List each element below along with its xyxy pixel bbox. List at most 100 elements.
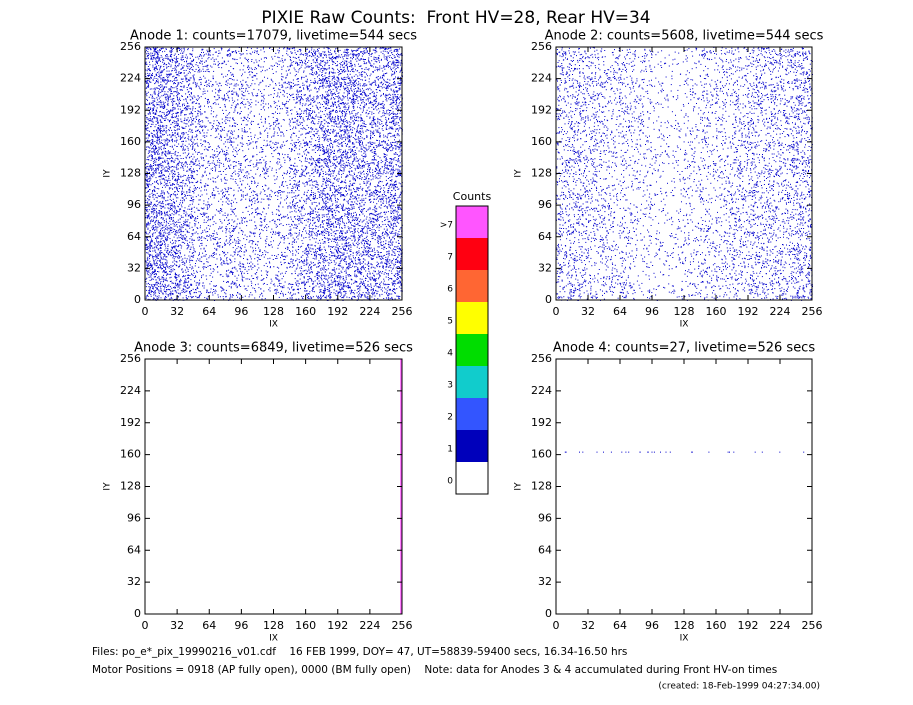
pixel	[195, 284, 197, 286]
pixel	[185, 78, 187, 80]
pixel	[174, 132, 176, 134]
pixel	[219, 88, 221, 90]
pixel	[218, 82, 220, 84]
pixel	[225, 201, 227, 203]
pixel	[157, 99, 158, 101]
pixel	[217, 90, 219, 92]
pixel	[169, 293, 171, 294]
pixel	[250, 261, 252, 263]
pixel	[152, 255, 154, 257]
pixel	[157, 82, 159, 84]
pixel	[159, 247, 161, 249]
pixel	[174, 210, 175, 212]
pixel	[176, 129, 178, 131]
pixel	[200, 156, 202, 158]
pixel	[241, 195, 243, 197]
pixel	[198, 97, 200, 99]
pixel	[146, 248, 148, 250]
pixel	[167, 168, 169, 170]
pixel	[238, 174, 240, 176]
pixel	[161, 111, 163, 113]
pixel	[179, 250, 181, 252]
pixel	[172, 105, 174, 106]
pixel	[170, 223, 172, 225]
pixel	[180, 208, 182, 210]
pixel	[250, 67, 252, 69]
pixel	[174, 287, 176, 289]
pixel	[170, 66, 172, 68]
pixel	[213, 70, 215, 72]
pixel	[190, 213, 192, 215]
pixel	[165, 262, 167, 264]
pixel	[242, 196, 244, 198]
pixel	[184, 207, 186, 209]
pixel	[185, 156, 187, 158]
pixel	[217, 154, 219, 156]
pixel	[255, 100, 257, 102]
pixel	[191, 259, 193, 261]
pixel	[161, 152, 163, 154]
pixel	[174, 140, 176, 142]
pixel	[156, 265, 158, 267]
pixel	[214, 292, 216, 294]
pixel	[236, 223, 238, 225]
pixel	[170, 273, 171, 275]
pixel	[216, 160, 218, 162]
pixel	[197, 110, 199, 112]
pixel	[194, 178, 196, 180]
pixel	[153, 165, 154, 166]
pixel	[176, 90, 178, 92]
pixel	[177, 99, 179, 101]
pixel	[264, 194, 266, 195]
pixel	[216, 130, 218, 132]
pixel	[267, 132, 269, 134]
pixel	[242, 233, 243, 235]
pixel	[177, 112, 179, 113]
pixel	[158, 160, 160, 161]
pixel	[252, 241, 254, 243]
pixel	[204, 255, 206, 257]
pixel	[178, 48, 180, 50]
pixel	[191, 198, 192, 199]
pixel	[164, 249, 166, 251]
pixel	[177, 172, 179, 174]
pixel	[231, 79, 233, 81]
pixel	[174, 184, 175, 186]
pixel	[250, 53, 252, 55]
pixel	[174, 276, 176, 278]
pixel	[210, 235, 212, 236]
pixel	[242, 266, 244, 268]
pixel	[160, 255, 162, 257]
pixel	[227, 220, 229, 221]
pixel	[173, 223, 175, 225]
pixel	[246, 225, 248, 227]
pixel	[196, 207, 198, 209]
pixel	[262, 283, 264, 285]
pixel	[232, 241, 234, 243]
pixel	[241, 137, 243, 138]
pixel	[218, 133, 220, 135]
pixel	[258, 287, 260, 289]
pixel	[189, 182, 190, 184]
pixel	[153, 117, 155, 119]
pixel	[173, 282, 175, 284]
pixel	[163, 130, 164, 132]
pixel	[145, 199, 147, 201]
pixel	[264, 220, 266, 222]
pixel	[256, 159, 258, 161]
pixel	[271, 79, 273, 81]
pixel	[171, 87, 173, 89]
pixel	[156, 72, 158, 74]
pixel	[199, 252, 200, 254]
pixel	[173, 129, 175, 131]
pixel	[184, 224, 186, 226]
pixel	[220, 85, 222, 87]
pixel	[163, 279, 165, 281]
pixel	[163, 87, 165, 89]
pixel	[207, 90, 209, 92]
pixel	[248, 148, 250, 150]
pixel	[173, 126, 175, 128]
pixel	[233, 79, 235, 81]
pixel	[180, 199, 182, 201]
pixel	[147, 72, 149, 74]
